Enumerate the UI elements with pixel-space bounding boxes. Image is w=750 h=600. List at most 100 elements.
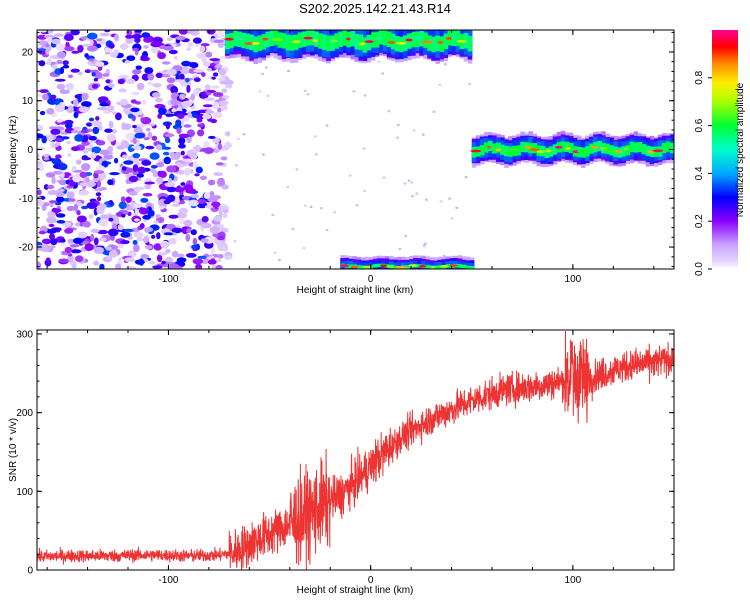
heatmap-cell	[136, 82, 145, 91]
heatmap-cell	[86, 122, 93, 127]
heatmap-cell	[37, 44, 42, 49]
heatmap-cell	[67, 254, 74, 263]
heatmap-cell	[333, 211, 337, 214]
heatmap-cell	[424, 198, 428, 201]
heatmap-cell	[135, 65, 142, 70]
heatmap-cell	[117, 224, 124, 231]
heatmap-cell	[427, 35, 432, 51]
heatmap-cell	[99, 172, 107, 180]
heatmap-cell	[47, 189, 59, 196]
heatmap-cell	[225, 84, 233, 89]
heatmap-cell	[215, 162, 224, 166]
heatmap-cell	[109, 172, 120, 176]
heatmap-cell	[39, 30, 48, 33]
heatmap-cell	[147, 209, 155, 217]
heatmap-cell	[70, 249, 82, 254]
heatmap-cell	[127, 236, 134, 240]
heatmap-cell	[147, 81, 154, 86]
heatmap-cell	[314, 153, 318, 156]
heatmap-cell	[93, 260, 100, 266]
heatmap-cell	[124, 257, 135, 263]
heatmap-cell	[146, 127, 151, 132]
heatmap-cell	[107, 228, 119, 237]
heatmap-cell	[303, 89, 307, 93]
spectrogram-x-label: Height of straight line (km)	[297, 285, 414, 296]
heatmap-cell	[47, 36, 53, 43]
heatmap-cell	[425, 264, 430, 269]
heatmap-cell	[38, 230, 46, 235]
heatmap-cell	[66, 205, 75, 212]
heatmap-cell	[206, 67, 212, 72]
heatmap-cell	[495, 148, 502, 152]
heatmap-cell	[55, 191, 65, 197]
heatmap-cell	[106, 256, 113, 260]
heatmap-cell	[421, 40, 433, 44]
heatmap-cell	[382, 176, 386, 179]
heatmap-cell	[124, 60, 130, 64]
heatmap-cell	[199, 175, 208, 180]
heatmap-cell	[193, 77, 201, 82]
heatmap-cell	[210, 247, 216, 255]
heatmap-cell	[234, 164, 238, 167]
heatmap-cell	[165, 122, 171, 130]
heatmap-cell	[142, 236, 150, 243]
heatmap-cell	[264, 66, 268, 69]
heatmap-cell	[169, 151, 175, 158]
heatmap-cell	[352, 90, 356, 93]
heatmap-cell	[108, 120, 114, 129]
heatmap-cell	[96, 180, 102, 188]
heatmap-cell	[210, 62, 216, 67]
heatmap-cell	[118, 88, 127, 93]
heatmap-cell	[174, 151, 182, 158]
heatmap-cell	[213, 39, 224, 43]
heatmap-cell	[37, 152, 40, 159]
heatmap-cell	[165, 256, 173, 263]
heatmap-cell	[60, 136, 70, 140]
heatmap-cell	[66, 105, 74, 114]
heatmap-cell	[455, 206, 459, 209]
heatmap-cell	[355, 204, 359, 207]
heatmap-cell	[261, 153, 265, 156]
heatmap-cell	[306, 93, 310, 96]
heatmap-cell	[99, 263, 105, 269]
heatmap-cell	[108, 199, 114, 206]
heatmap-cell	[167, 178, 173, 184]
heatmap-cell	[362, 265, 372, 269]
heatmap-cell	[81, 101, 92, 108]
spectrogram-y-tick-label: -20	[19, 243, 34, 254]
heatmap-cell	[133, 218, 140, 222]
heatmap-cell	[411, 31, 416, 48]
heatmap-cell	[158, 251, 168, 256]
heatmap-cell	[61, 239, 66, 243]
heatmap-cell	[120, 231, 131, 238]
spectrogram-y-tick-label: 0	[27, 145, 33, 156]
heatmap-cell	[625, 145, 631, 156]
heatmap-cell	[281, 33, 287, 49]
heatmap-cell	[358, 34, 364, 50]
heatmap-cell	[670, 143, 674, 154]
heatmap-cell	[607, 150, 618, 154]
heatmap-cell	[215, 264, 223, 269]
heatmap-cell	[179, 218, 185, 226]
heatmap-cell	[520, 141, 525, 152]
heatmap-cell	[411, 36, 424, 40]
snr-y-tick-label: 100	[16, 487, 33, 498]
heatmap-cell	[67, 74, 74, 79]
heatmap-cell	[196, 39, 201, 44]
heatmap-cell	[170, 99, 178, 106]
heatmap-cell	[589, 143, 594, 154]
heatmap-cell	[398, 247, 402, 251]
heatmap-cell	[56, 118, 63, 123]
heatmap-cell	[108, 217, 114, 222]
heatmap-cell	[81, 163, 91, 171]
heatmap-cell	[94, 71, 103, 79]
heatmap-cell	[55, 98, 60, 107]
heatmap-cell	[192, 161, 199, 169]
heatmap-cell	[173, 79, 183, 83]
heatmap-cell	[377, 60, 381, 63]
heatmap-cell	[437, 265, 442, 269]
heatmap-cell	[488, 140, 493, 151]
heatmap-cell	[43, 156, 50, 161]
heatmap-cell	[151, 135, 158, 141]
